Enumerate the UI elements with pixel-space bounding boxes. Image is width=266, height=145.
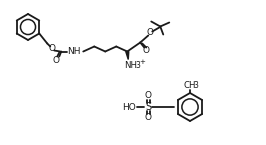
Text: NH: NH [68,47,81,56]
Text: S: S [145,102,151,112]
Text: O: O [144,91,152,100]
Text: +: + [139,59,145,66]
Text: O: O [147,28,154,37]
Text: HO: HO [122,103,136,112]
Polygon shape [126,51,129,59]
Text: 3: 3 [136,61,141,70]
Text: NH: NH [124,61,137,70]
Text: O: O [53,56,60,65]
Text: 3: 3 [194,81,198,90]
Text: O: O [144,114,152,123]
Text: O: O [49,44,56,53]
Text: CH: CH [184,81,196,90]
Text: O: O [143,46,150,55]
